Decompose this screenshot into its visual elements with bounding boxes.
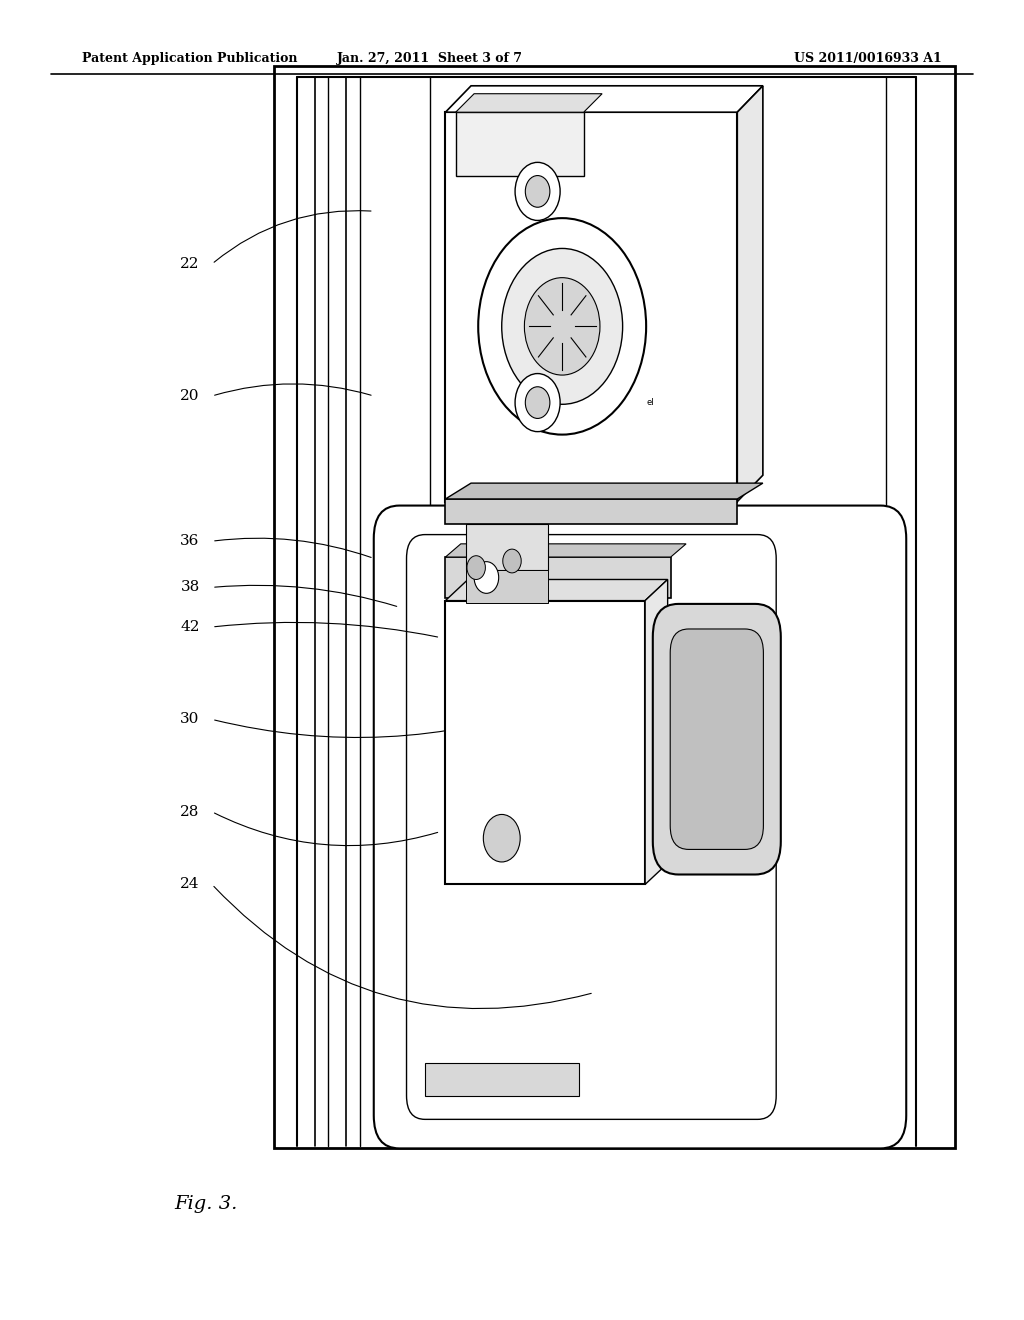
Text: 24: 24 — [180, 878, 200, 891]
Polygon shape — [737, 86, 763, 502]
Bar — [466, 524, 548, 570]
Circle shape — [503, 549, 521, 573]
Text: 20: 20 — [180, 389, 200, 403]
Text: Fig. 3.: Fig. 3. — [174, 1195, 238, 1213]
Circle shape — [525, 176, 550, 207]
Circle shape — [525, 387, 550, 418]
Text: 30: 30 — [180, 713, 200, 726]
FancyBboxPatch shape — [670, 630, 763, 850]
Circle shape — [483, 814, 520, 862]
Text: 28: 28 — [180, 805, 200, 818]
Polygon shape — [445, 483, 763, 499]
Text: 38: 38 — [180, 581, 200, 594]
Text: el: el — [646, 399, 654, 407]
Bar — [445, 112, 737, 502]
FancyBboxPatch shape — [653, 605, 780, 875]
FancyBboxPatch shape — [407, 535, 776, 1119]
Circle shape — [478, 218, 646, 434]
Circle shape — [515, 162, 560, 220]
Bar — [456, 112, 584, 176]
Text: US 2011/0016933 A1: US 2011/0016933 A1 — [795, 51, 942, 65]
Bar — [445, 601, 645, 884]
Text: 42: 42 — [180, 620, 200, 634]
Bar — [445, 557, 671, 598]
FancyBboxPatch shape — [374, 506, 906, 1148]
Text: 22: 22 — [180, 257, 200, 271]
Polygon shape — [456, 94, 602, 112]
Circle shape — [502, 248, 623, 404]
Circle shape — [515, 374, 560, 432]
Polygon shape — [445, 86, 763, 112]
Circle shape — [474, 562, 499, 594]
Text: 36: 36 — [180, 535, 200, 548]
Bar — [425, 1063, 579, 1096]
Circle shape — [467, 556, 485, 579]
Polygon shape — [445, 544, 686, 557]
Polygon shape — [445, 579, 668, 601]
Circle shape — [524, 277, 600, 375]
Polygon shape — [466, 570, 548, 603]
Bar — [445, 499, 737, 524]
Bar — [274, 66, 955, 1148]
Text: Patent Application Publication: Patent Application Publication — [82, 51, 297, 65]
Polygon shape — [645, 579, 668, 884]
Text: Jan. 27, 2011  Sheet 3 of 7: Jan. 27, 2011 Sheet 3 of 7 — [337, 51, 523, 65]
